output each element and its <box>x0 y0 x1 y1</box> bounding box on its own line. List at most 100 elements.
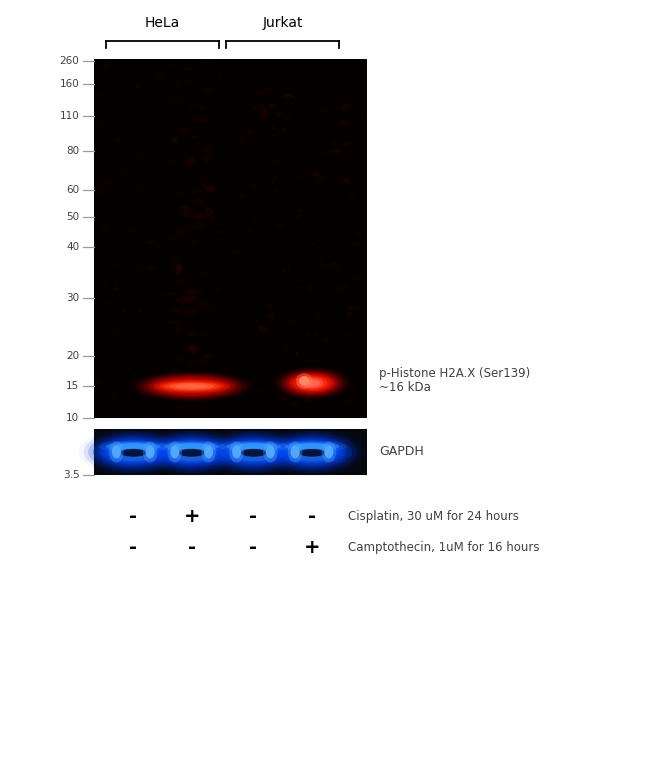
Ellipse shape <box>170 446 179 458</box>
Ellipse shape <box>176 325 181 328</box>
Ellipse shape <box>203 153 211 163</box>
Ellipse shape <box>289 320 295 325</box>
Text: -: - <box>188 538 196 557</box>
Ellipse shape <box>107 441 160 463</box>
Ellipse shape <box>137 153 144 160</box>
Bar <box>94 429 367 475</box>
Ellipse shape <box>194 213 204 220</box>
Ellipse shape <box>176 262 183 270</box>
Ellipse shape <box>299 376 309 386</box>
Ellipse shape <box>169 292 177 294</box>
Ellipse shape <box>218 440 289 453</box>
Ellipse shape <box>168 441 182 463</box>
Ellipse shape <box>267 432 357 472</box>
Ellipse shape <box>93 435 174 469</box>
Ellipse shape <box>200 118 207 124</box>
Bar <box>94 59 367 418</box>
Ellipse shape <box>203 208 214 215</box>
Text: GAPDH: GAPDH <box>379 446 424 458</box>
Ellipse shape <box>294 74 297 77</box>
Ellipse shape <box>99 440 167 464</box>
Ellipse shape <box>226 442 281 451</box>
Text: 160: 160 <box>60 80 79 89</box>
Ellipse shape <box>259 325 266 331</box>
Ellipse shape <box>348 312 350 317</box>
Ellipse shape <box>285 442 339 451</box>
Text: -: - <box>129 507 137 526</box>
Ellipse shape <box>275 174 278 181</box>
Ellipse shape <box>300 378 324 389</box>
Ellipse shape <box>126 231 131 234</box>
Ellipse shape <box>172 443 211 450</box>
Ellipse shape <box>317 176 325 181</box>
Text: 20: 20 <box>66 351 79 361</box>
Ellipse shape <box>106 443 161 461</box>
Ellipse shape <box>227 441 280 463</box>
Ellipse shape <box>218 436 289 468</box>
Ellipse shape <box>185 157 196 166</box>
Ellipse shape <box>142 430 241 474</box>
Ellipse shape <box>290 374 334 393</box>
Ellipse shape <box>272 127 279 130</box>
Text: 50: 50 <box>66 212 79 221</box>
Ellipse shape <box>296 455 328 461</box>
Ellipse shape <box>320 265 326 267</box>
Ellipse shape <box>348 301 355 303</box>
Ellipse shape <box>311 376 315 379</box>
Ellipse shape <box>251 85 255 87</box>
Ellipse shape <box>304 379 320 386</box>
Ellipse shape <box>279 369 345 397</box>
Ellipse shape <box>289 374 335 393</box>
Ellipse shape <box>157 73 164 77</box>
Ellipse shape <box>288 267 291 271</box>
Ellipse shape <box>204 185 216 192</box>
Ellipse shape <box>183 209 194 217</box>
Ellipse shape <box>167 454 216 463</box>
Ellipse shape <box>198 223 205 227</box>
Ellipse shape <box>283 371 341 396</box>
Ellipse shape <box>311 171 320 177</box>
Ellipse shape <box>298 209 302 213</box>
Ellipse shape <box>120 449 146 457</box>
Ellipse shape <box>109 441 124 463</box>
Ellipse shape <box>188 106 191 110</box>
Ellipse shape <box>192 135 197 138</box>
Ellipse shape <box>98 440 168 453</box>
Ellipse shape <box>136 164 139 170</box>
Ellipse shape <box>170 237 177 240</box>
Ellipse shape <box>322 441 336 463</box>
Ellipse shape <box>283 94 294 99</box>
Ellipse shape <box>203 354 216 357</box>
Ellipse shape <box>174 266 182 275</box>
Ellipse shape <box>238 455 269 461</box>
Ellipse shape <box>296 350 299 357</box>
Text: 110: 110 <box>60 111 79 120</box>
Ellipse shape <box>272 438 352 466</box>
Ellipse shape <box>320 378 328 382</box>
Ellipse shape <box>202 181 205 188</box>
Ellipse shape <box>213 435 294 469</box>
Text: 3.5: 3.5 <box>62 471 79 480</box>
Ellipse shape <box>276 368 348 399</box>
Ellipse shape <box>252 219 259 221</box>
Ellipse shape <box>240 449 266 457</box>
Ellipse shape <box>172 136 178 143</box>
Ellipse shape <box>246 131 253 134</box>
Ellipse shape <box>292 375 332 391</box>
Ellipse shape <box>273 160 280 163</box>
Ellipse shape <box>220 440 287 464</box>
Ellipse shape <box>114 287 118 291</box>
Ellipse shape <box>109 454 158 463</box>
Ellipse shape <box>343 142 350 145</box>
Ellipse shape <box>299 378 325 389</box>
Ellipse shape <box>156 436 228 468</box>
Ellipse shape <box>306 356 311 358</box>
Ellipse shape <box>182 379 185 383</box>
Ellipse shape <box>132 371 252 401</box>
Ellipse shape <box>281 397 287 401</box>
Ellipse shape <box>192 240 199 246</box>
Ellipse shape <box>288 441 302 463</box>
Ellipse shape <box>263 441 278 463</box>
Ellipse shape <box>193 307 198 313</box>
Ellipse shape <box>178 192 183 196</box>
